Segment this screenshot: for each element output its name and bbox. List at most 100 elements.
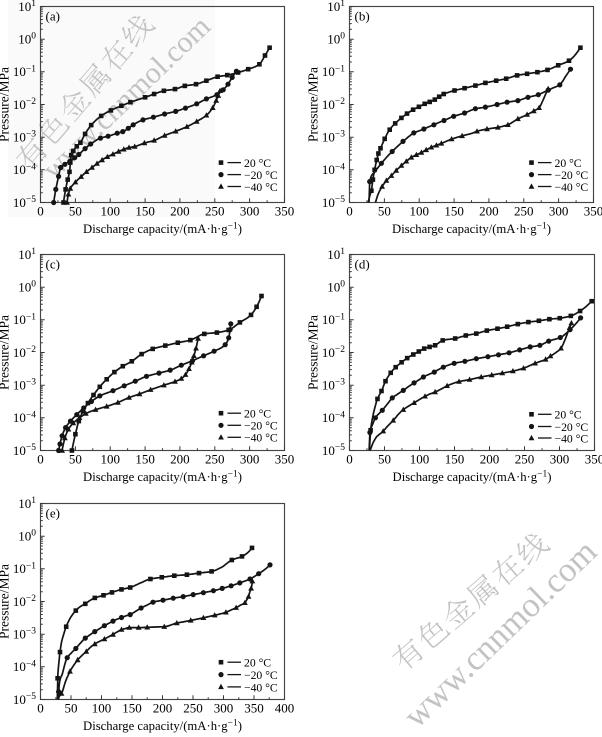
svg-text:−40 °C: −40 °C bbox=[555, 432, 589, 445]
svg-text:100: 100 bbox=[409, 204, 429, 219]
svg-text:−20 °C: −20 °C bbox=[244, 169, 278, 182]
svg-text:−20 °C: −20 °C bbox=[244, 669, 278, 682]
svg-text:300: 300 bbox=[240, 204, 260, 219]
svg-text:50: 50 bbox=[69, 204, 82, 219]
svg-text:10−1: 10−1 bbox=[322, 64, 345, 79]
svg-text:100: 100 bbox=[18, 280, 36, 295]
svg-text:101: 101 bbox=[327, 247, 345, 262]
svg-text:101: 101 bbox=[18, 496, 36, 511]
svg-text:100: 100 bbox=[18, 529, 36, 544]
svg-text:100: 100 bbox=[100, 452, 120, 467]
svg-text:10−5: 10−5 bbox=[13, 443, 36, 458]
svg-text:100: 100 bbox=[410, 452, 430, 467]
svg-text:0: 0 bbox=[37, 701, 44, 716]
svg-text:Pressure/MPa: Pressure/MPa bbox=[0, 564, 12, 639]
svg-text:150: 150 bbox=[135, 452, 155, 467]
svg-text:250: 250 bbox=[205, 204, 225, 219]
svg-text:Pressure/MPa: Pressure/MPa bbox=[0, 67, 12, 142]
svg-text:10−4: 10−4 bbox=[13, 162, 36, 177]
svg-text:−40 °C: −40 °C bbox=[555, 181, 589, 194]
svg-text:−40 °C: −40 °C bbox=[244, 681, 278, 694]
svg-text:10−3: 10−3 bbox=[322, 130, 345, 145]
svg-text:(b): (b) bbox=[355, 9, 370, 24]
svg-text:Pressure/MPa: Pressure/MPa bbox=[306, 315, 321, 390]
svg-text:50: 50 bbox=[65, 701, 78, 716]
svg-text:250: 250 bbox=[205, 452, 225, 467]
svg-text:10−5: 10−5 bbox=[322, 443, 345, 458]
svg-text:250: 250 bbox=[514, 204, 534, 219]
svg-text:10−1: 10−1 bbox=[13, 64, 36, 79]
svg-text:200: 200 bbox=[479, 204, 499, 219]
svg-text:(d): (d) bbox=[355, 257, 370, 272]
svg-text:10−2: 10−2 bbox=[322, 97, 345, 112]
svg-text:250: 250 bbox=[183, 701, 203, 716]
svg-text:0: 0 bbox=[37, 204, 44, 219]
svg-text:350: 350 bbox=[585, 452, 602, 467]
svg-text:10−2: 10−2 bbox=[13, 594, 36, 609]
svg-text:200: 200 bbox=[480, 452, 500, 467]
svg-text:350: 350 bbox=[584, 204, 602, 219]
svg-text:50: 50 bbox=[378, 204, 391, 219]
svg-text:200: 200 bbox=[170, 452, 190, 467]
svg-text:250: 250 bbox=[515, 452, 535, 467]
svg-text:Discharge capacity/(mA·h·g−1): Discharge capacity/(mA·h·g−1) bbox=[83, 470, 242, 485]
svg-text:−20 °C: −20 °C bbox=[244, 420, 278, 433]
svg-text:Discharge capacity/(mA·h·g−1): Discharge capacity/(mA·h·g−1) bbox=[83, 719, 242, 734]
svg-text:50: 50 bbox=[378, 452, 391, 467]
svg-text:150: 150 bbox=[135, 204, 155, 219]
svg-text:10−3: 10−3 bbox=[13, 378, 36, 393]
svg-text:350: 350 bbox=[275, 204, 295, 219]
svg-text:Discharge capacity/(mA·h·g−1): Discharge capacity/(mA·h·g−1) bbox=[83, 222, 242, 237]
svg-text:200: 200 bbox=[153, 701, 173, 716]
svg-text:150: 150 bbox=[445, 452, 465, 467]
svg-text:10−4: 10−4 bbox=[322, 162, 345, 177]
svg-text:20 °C: 20 °C bbox=[244, 157, 271, 170]
svg-text:10−3: 10−3 bbox=[13, 627, 36, 642]
svg-text:Pressure/MPa: Pressure/MPa bbox=[306, 67, 321, 142]
svg-text:10−4: 10−4 bbox=[13, 410, 36, 425]
svg-text:10−1: 10−1 bbox=[322, 312, 345, 327]
svg-text:Discharge capacity/(mA·h·g−1): Discharge capacity/(mA·h·g−1) bbox=[393, 470, 552, 485]
svg-text:10−4: 10−4 bbox=[13, 659, 36, 674]
svg-text:20 °C: 20 °C bbox=[555, 157, 582, 170]
svg-text:10−5: 10−5 bbox=[322, 195, 345, 210]
svg-text:Pressure/MPa: Pressure/MPa bbox=[0, 315, 12, 390]
svg-text:0: 0 bbox=[346, 204, 353, 219]
svg-text:Discharge capacity/(mA·h·g−1): Discharge capacity/(mA·h·g−1) bbox=[392, 222, 551, 237]
svg-text:10−3: 10−3 bbox=[322, 378, 345, 393]
svg-text:20 °C: 20 °C bbox=[244, 408, 271, 421]
svg-text:100: 100 bbox=[18, 32, 36, 47]
svg-text:10−2: 10−2 bbox=[322, 345, 345, 360]
svg-text:100: 100 bbox=[327, 32, 345, 47]
svg-text:0: 0 bbox=[37, 452, 44, 467]
svg-text:300: 300 bbox=[550, 452, 570, 467]
svg-text:101: 101 bbox=[18, 247, 36, 262]
svg-text:−20 °C: −20 °C bbox=[555, 421, 589, 434]
svg-text:150: 150 bbox=[444, 204, 464, 219]
svg-text:100: 100 bbox=[92, 701, 112, 716]
svg-text:10−3: 10−3 bbox=[13, 130, 36, 145]
svg-text:100: 100 bbox=[100, 204, 120, 219]
svg-text:−40 °C: −40 °C bbox=[244, 432, 278, 445]
svg-text:300: 300 bbox=[214, 701, 234, 716]
svg-text:300: 300 bbox=[549, 204, 569, 219]
svg-text:350: 350 bbox=[244, 701, 264, 716]
svg-text:10−1: 10−1 bbox=[13, 561, 36, 576]
svg-text:350: 350 bbox=[275, 452, 295, 467]
svg-text:10−5: 10−5 bbox=[13, 195, 36, 210]
svg-text:100: 100 bbox=[327, 280, 345, 295]
svg-text:50: 50 bbox=[69, 452, 82, 467]
svg-text:(e): (e) bbox=[46, 506, 60, 521]
svg-text:150: 150 bbox=[122, 701, 142, 716]
svg-text:10−5: 10−5 bbox=[13, 692, 36, 707]
svg-text:0: 0 bbox=[346, 452, 353, 467]
svg-text:−20 °C: −20 °C bbox=[555, 169, 589, 182]
svg-text:(c): (c) bbox=[46, 257, 60, 272]
svg-text:(a): (a) bbox=[46, 9, 60, 24]
svg-text:200: 200 bbox=[170, 204, 190, 219]
svg-text:10−2: 10−2 bbox=[13, 97, 36, 112]
svg-text:300: 300 bbox=[240, 452, 260, 467]
svg-text:101: 101 bbox=[327, 0, 345, 14]
svg-text:−40 °C: −40 °C bbox=[244, 181, 278, 194]
svg-text:10−1: 10−1 bbox=[13, 312, 36, 327]
